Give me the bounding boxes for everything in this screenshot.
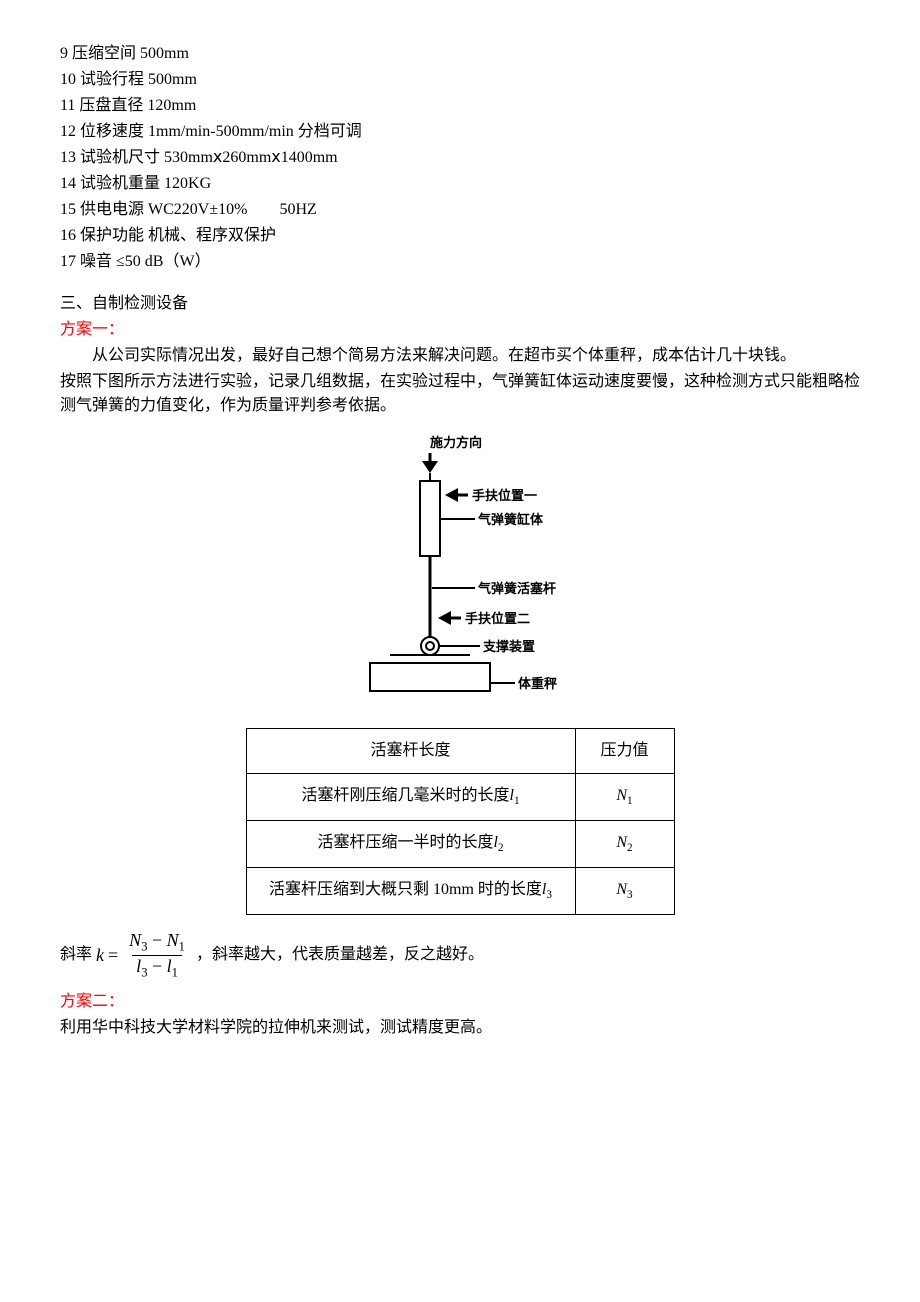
diagram-scale	[370, 663, 490, 691]
diagram-label-cylinder: 气弹簧缸体	[478, 512, 544, 527]
spec-item: 10 试验行程 500mm	[60, 68, 860, 92]
diagram-label-support: 支撑装置	[482, 639, 535, 654]
diagram-cylinder	[420, 481, 440, 556]
spring-test-diagram: 施力方向 手扶位置一 气弹簧缸体 气弹簧活塞杆 手扶位置二	[60, 433, 860, 713]
plan-1-text-line: 从公司实际情况出发，最好自己想个简易方法来解决问题。在超市买个体重秤，成本估计几…	[60, 344, 860, 368]
table-cell: 活塞杆刚压缩几毫米时的长度l1	[246, 774, 575, 821]
diagram-label-force: 施力方向	[430, 435, 482, 450]
table-cell: 活塞杆压缩到大概只剩 10mm 时的长度l3	[246, 867, 575, 914]
arrow-down-icon	[422, 453, 438, 473]
spec-list: 9 压缩空间 500mm 10 试验行程 500mm 11 压盘直径 120mm…	[60, 42, 860, 274]
spec-item: 11 压盘直径 120mm	[60, 94, 860, 118]
section-3-title: 三、自制检测设备	[60, 292, 860, 316]
table-row: 活塞杆压缩到大概只剩 10mm 时的长度l3 N3	[246, 867, 674, 914]
spec-item: 17 噪音 ≤50 dB（W）	[60, 250, 860, 274]
plan-1-body: 从公司实际情况出发，最好自己想个简易方法来解决问题。在超市买个体重秤，成本估计几…	[60, 344, 860, 418]
diagram-support-inner	[426, 642, 434, 650]
arrow-left-icon	[445, 488, 468, 502]
slope-formula-row: 斜率 k = N3 − N1 l3 − l1 ，斜率越大，代表质量越差，反之越好…	[60, 930, 860, 980]
spec-item: 16 保护功能 机械、程序双保护	[60, 224, 860, 248]
plan-1-label: 方案一：	[60, 318, 860, 342]
plan-2-label: 方案二：	[60, 990, 860, 1014]
spec-item: 13 试验机尺寸 530mmⅹ260mmⅹ1400mm	[60, 146, 860, 170]
table-row: 活塞杆压缩一半时的长度l2 N2	[246, 820, 674, 867]
slope-formula: k = N3 − N1 l3 − l1	[96, 930, 192, 980]
table-cell: N3	[575, 867, 674, 914]
spec-item: 15 供电电源 WC220V±10% 50HZ	[60, 198, 860, 222]
diagram-label-piston: 气弹簧活塞杆	[478, 581, 556, 596]
spec-item: 14 试验机重量 120KG	[60, 172, 860, 196]
diagram-label-hand1: 手扶位置一	[472, 488, 537, 503]
plan-2-body: 利用华中科技大学材料学院的拉伸机来测试，测试精度更高。	[60, 1016, 860, 1040]
table-cell: 活塞杆压缩一半时的长度l2	[246, 820, 575, 867]
table-header-cell: 活塞杆长度	[246, 729, 575, 774]
arrow-left-icon	[438, 611, 461, 625]
table-cell: N2	[575, 820, 674, 867]
measurement-table: 活塞杆长度 压力值 活塞杆刚压缩几毫米时的长度l1 N1 活塞杆压缩一半时的长度…	[246, 728, 675, 915]
table-cell: N1	[575, 774, 674, 821]
table-row: 活塞杆刚压缩几毫米时的长度l1 N1	[246, 774, 674, 821]
table-row: 活塞杆长度 压力值	[246, 729, 674, 774]
slope-suffix: ，斜率越大，代表质量越差，反之越好。	[196, 943, 484, 967]
spec-item: 12 位移速度 1mm/min-500mm/min 分档可调	[60, 120, 860, 144]
diagram-label-scale: 体重秤	[518, 676, 557, 691]
plan-1-text-line: 按照下图所示方法进行实验，记录几组数据，在实验过程中，气弹簧缸体运动速度要慢，这…	[60, 370, 860, 418]
diagram-label-hand2: 手扶位置二	[465, 611, 530, 626]
slope-prefix: 斜率	[60, 943, 92, 967]
spec-item: 9 压缩空间 500mm	[60, 42, 860, 66]
table-header-cell: 压力值	[575, 729, 674, 774]
